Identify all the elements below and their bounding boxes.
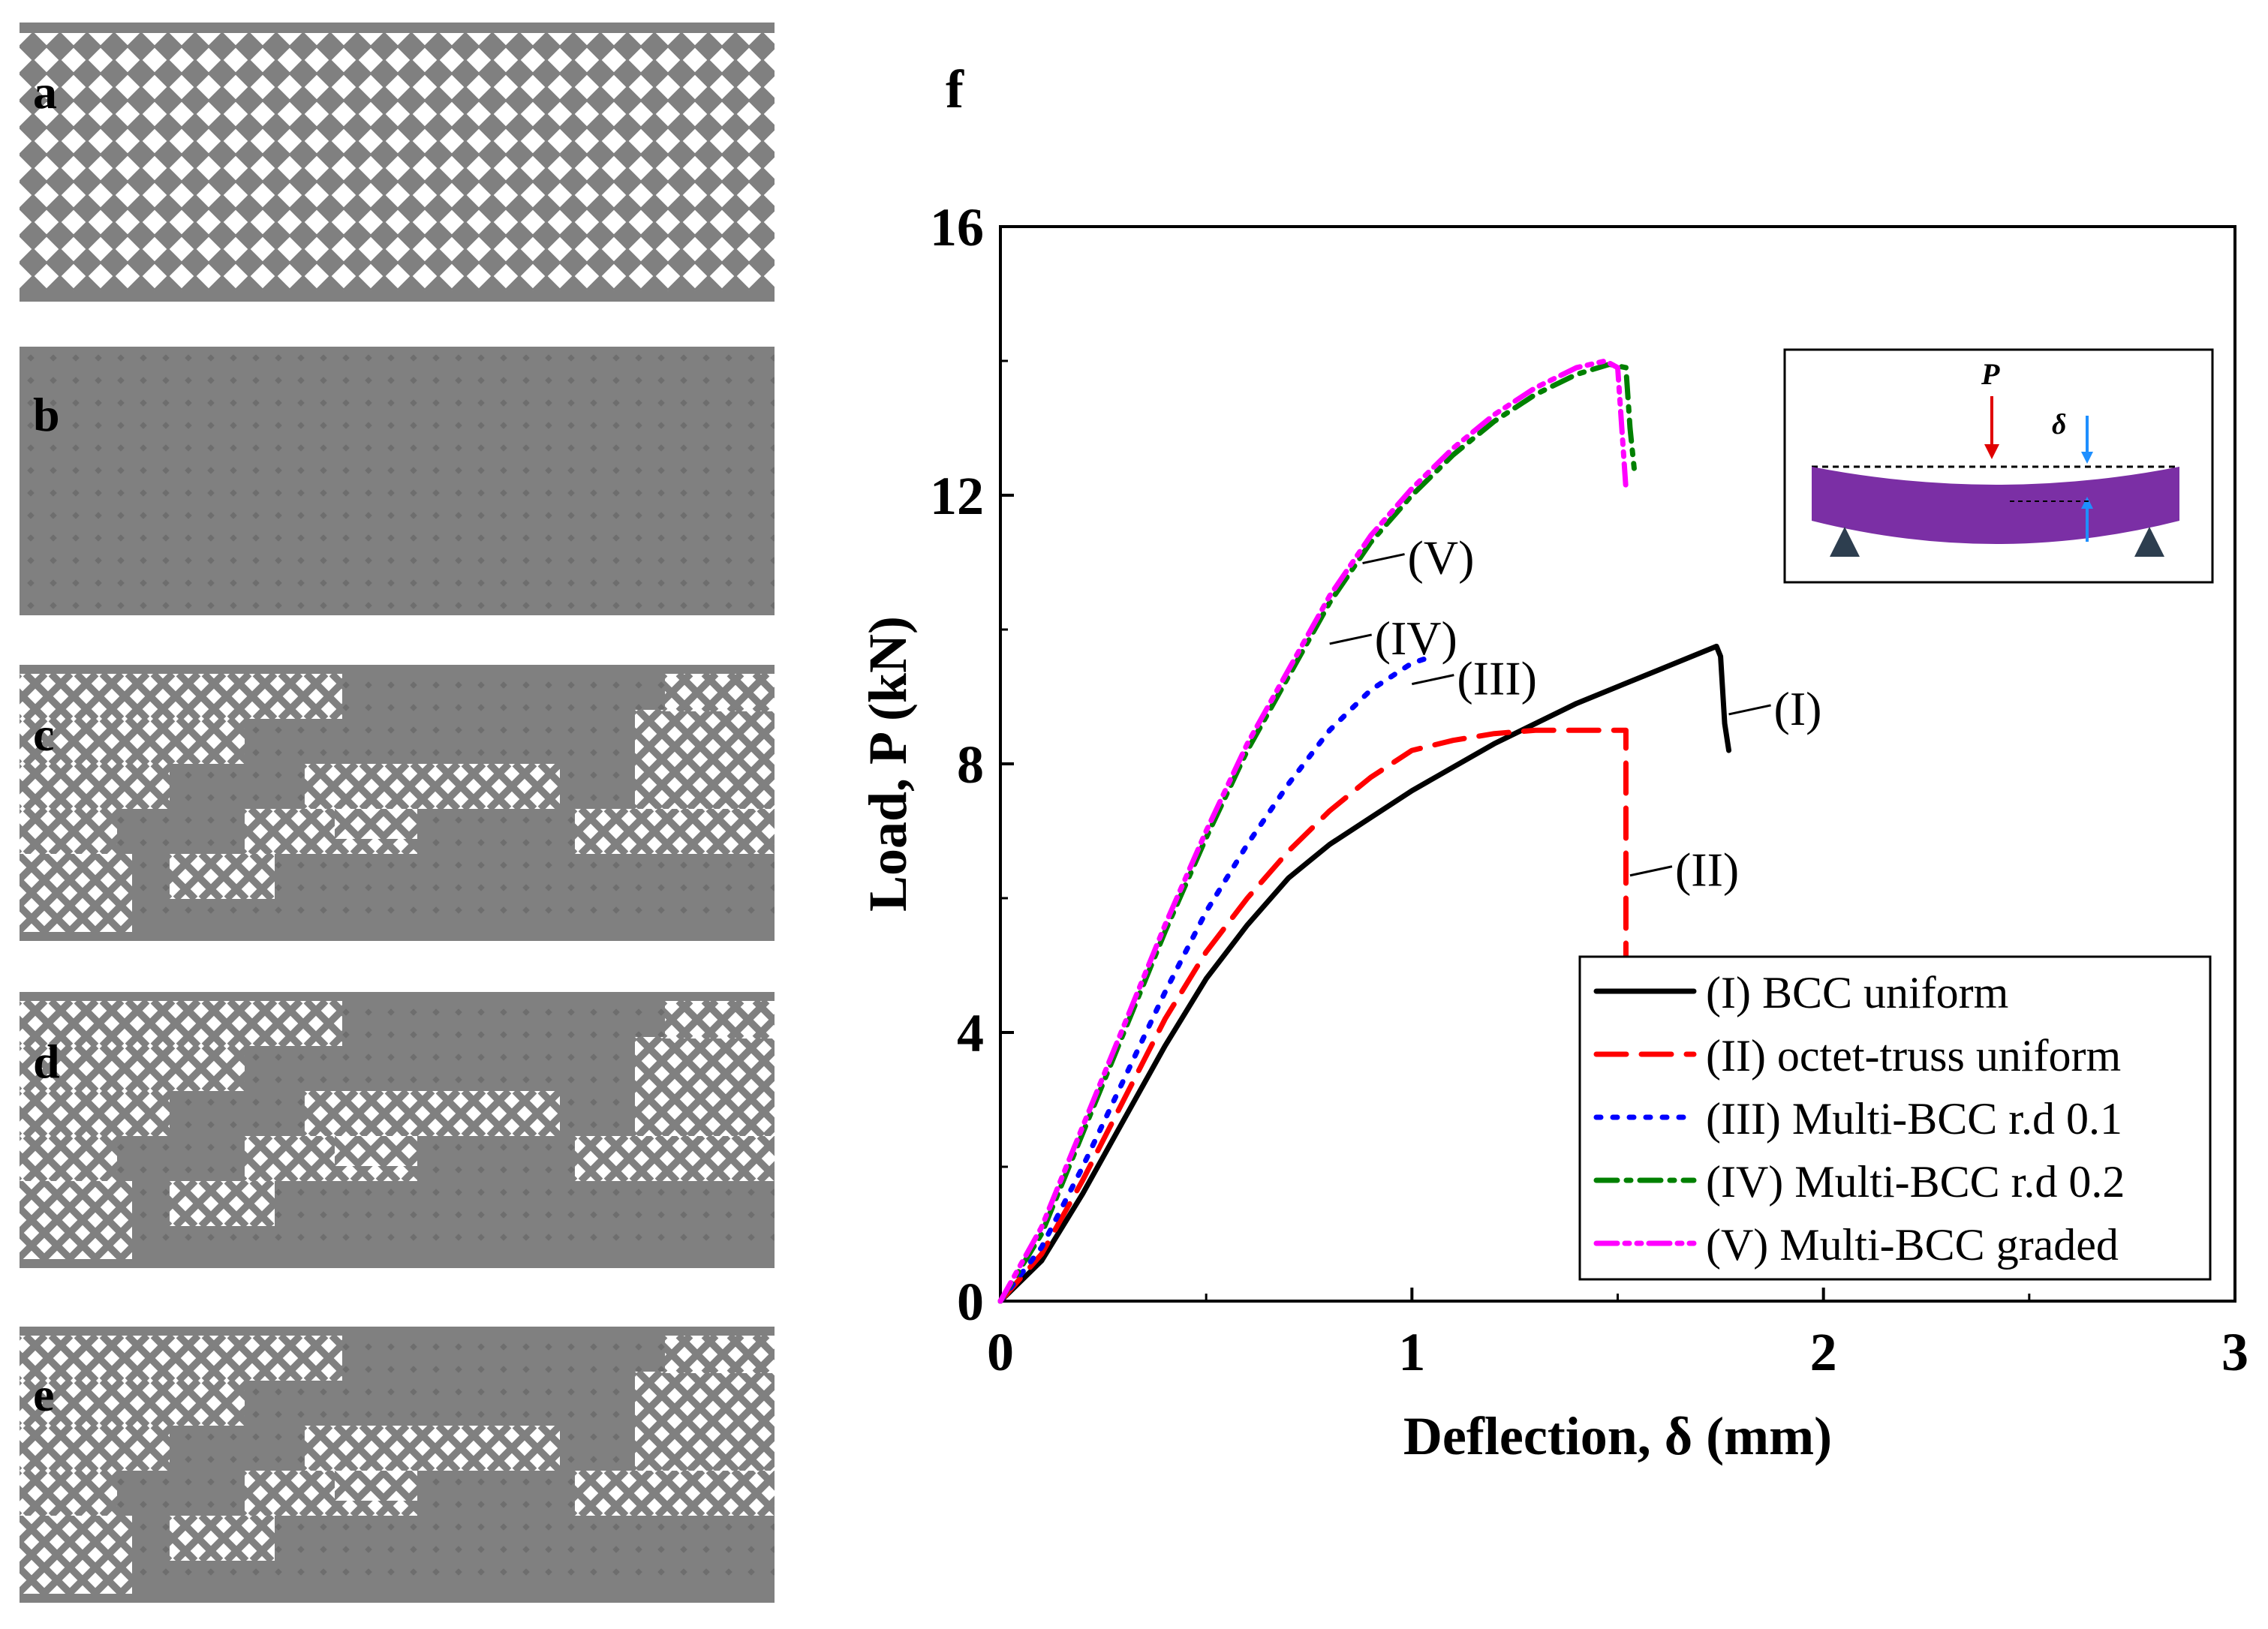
lattice-image-e xyxy=(20,1327,775,1603)
annotation-1: (IV) xyxy=(1375,612,1457,665)
series-line-0 xyxy=(997,643,1732,1304)
legend-label-3: (IV) Multi-BCC r.d 0.2 xyxy=(1706,1157,2125,1207)
panel-b xyxy=(20,347,775,615)
x-tick-label-2: 2 xyxy=(1810,1322,1837,1382)
lattice-image-b xyxy=(20,347,775,615)
annotation-4: (II) xyxy=(1675,843,1739,897)
y-tick-label-2: 8 xyxy=(957,735,984,795)
panel-e xyxy=(20,1327,775,1603)
lattice-image-d xyxy=(20,992,775,1268)
annotation-3: (I) xyxy=(1774,682,1822,735)
inset-deflection-arrowhead-top xyxy=(2081,452,2093,464)
x-axis-label: Deflection, δ (mm) xyxy=(1403,1406,1832,1466)
legend-label-0: (I) BCC uniform xyxy=(1706,968,2008,1017)
annotation-leader-3 xyxy=(1728,704,1771,716)
y-tick-label-0: 0 xyxy=(957,1272,984,1332)
lattice-image-a xyxy=(20,23,775,302)
annotation-leader-1 xyxy=(1329,633,1372,645)
series-line-1 xyxy=(997,727,1629,1304)
legend-label-4: (V) Multi-BCC graded xyxy=(1706,1220,2119,1270)
legend-label-1: (II) octet-truss uniform xyxy=(1706,1031,2121,1080)
panel-label-b: b xyxy=(33,388,60,441)
annotation-leader-4 xyxy=(1629,865,1673,877)
annotation-leader-0 xyxy=(1362,553,1405,565)
inset-deflection-arrowhead-bottom xyxy=(2081,497,2093,509)
panel-a xyxy=(20,23,775,302)
annotation-0: (V) xyxy=(1408,531,1475,585)
lattice-image-c xyxy=(20,665,775,941)
y-axis-label: Load, P (kN) xyxy=(858,616,918,912)
x-tick-label-3: 3 xyxy=(2221,1322,2248,1382)
series-line-4 xyxy=(997,358,1629,1304)
inset-load-label: P xyxy=(1981,357,2000,391)
panel-d xyxy=(20,992,775,1268)
inset-deflection-label: δ xyxy=(2052,409,2066,440)
series-line-2 xyxy=(997,654,1436,1304)
inset-right-support xyxy=(2134,527,2164,557)
series-line-3 xyxy=(997,361,1637,1304)
legend-label-2: (III) Multi-BCC r.d 0.1 xyxy=(1706,1094,2122,1144)
y-tick-label-3: 12 xyxy=(930,466,984,526)
panel-label-a: a xyxy=(33,65,57,119)
panel-label-d: d xyxy=(33,1035,60,1088)
x-tick-label-1: 1 xyxy=(1398,1322,1425,1382)
panel-label-c: c xyxy=(33,708,55,761)
panel-label-e: e xyxy=(33,1368,55,1421)
y-tick-label-1: 4 xyxy=(957,1003,984,1063)
annotation-2: (III) xyxy=(1457,652,1537,705)
panel-label-f: f xyxy=(946,59,964,119)
y-tick-label-4: 16 xyxy=(930,197,984,257)
inset-load-arrowhead xyxy=(1984,444,1999,459)
inset-left-support xyxy=(1830,527,1860,557)
panel-c xyxy=(20,665,775,941)
annotation-leader-2 xyxy=(1412,674,1454,686)
x-tick-label-0: 0 xyxy=(987,1322,1014,1382)
